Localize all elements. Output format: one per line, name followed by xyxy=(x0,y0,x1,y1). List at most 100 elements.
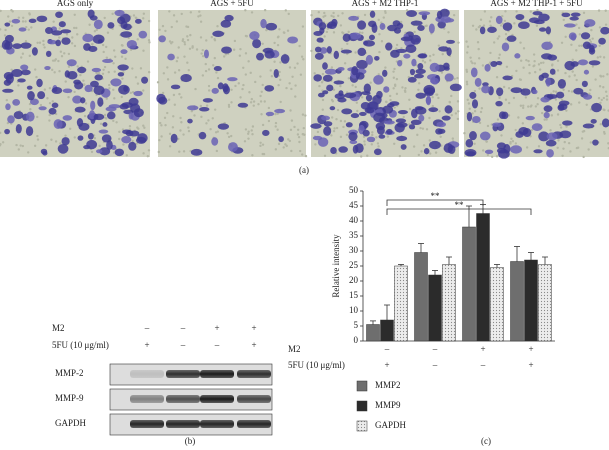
cell xyxy=(128,97,139,106)
pore xyxy=(244,128,248,131)
pore xyxy=(587,148,590,151)
cell xyxy=(363,83,372,94)
pore xyxy=(332,11,335,15)
cell xyxy=(444,105,453,114)
image-title: AGS only xyxy=(57,0,94,8)
cell xyxy=(393,27,402,34)
pore xyxy=(59,142,62,145)
pore xyxy=(549,129,552,132)
pore xyxy=(318,84,321,88)
pore xyxy=(168,40,172,43)
pore xyxy=(0,131,2,135)
cell xyxy=(187,105,199,111)
cell xyxy=(93,19,103,30)
bar xyxy=(442,264,456,342)
bar xyxy=(428,274,442,342)
pore xyxy=(578,101,581,104)
pore xyxy=(172,14,176,17)
cell xyxy=(396,122,408,128)
cell xyxy=(545,77,551,87)
pore xyxy=(598,26,602,29)
pore xyxy=(216,25,219,28)
micrograph xyxy=(156,9,308,158)
pore xyxy=(125,154,128,157)
pore xyxy=(48,101,52,105)
pore xyxy=(52,20,55,23)
pore xyxy=(428,152,432,155)
pore xyxy=(17,84,20,87)
cell xyxy=(562,120,573,126)
pore xyxy=(249,71,252,75)
pore xyxy=(129,91,133,95)
pore xyxy=(378,50,381,54)
pore xyxy=(131,67,134,70)
image-background xyxy=(158,10,306,157)
pore xyxy=(343,62,347,65)
pore xyxy=(522,66,525,69)
pore xyxy=(230,88,233,91)
cell xyxy=(376,125,385,135)
pore xyxy=(58,70,61,73)
pore xyxy=(166,111,169,115)
pore xyxy=(28,12,31,15)
pore xyxy=(288,82,291,85)
pore xyxy=(200,115,203,119)
cell xyxy=(408,124,416,130)
pore xyxy=(503,19,507,23)
pore xyxy=(525,146,529,149)
pore xyxy=(355,101,359,104)
cell xyxy=(91,67,102,73)
pore xyxy=(402,115,405,119)
pore xyxy=(75,26,78,30)
pore xyxy=(425,24,428,27)
pore xyxy=(207,84,211,88)
pore xyxy=(17,16,21,19)
cell xyxy=(318,22,327,31)
micrograph xyxy=(310,8,462,158)
cell xyxy=(533,149,543,154)
pore xyxy=(177,46,180,49)
pore xyxy=(469,56,472,59)
cell xyxy=(349,140,358,145)
pore xyxy=(250,129,253,132)
cell xyxy=(525,115,535,121)
pore xyxy=(282,146,285,149)
pore xyxy=(287,138,290,141)
pore xyxy=(337,14,340,17)
pore xyxy=(417,153,421,157)
pore xyxy=(339,119,343,123)
pore xyxy=(313,72,316,75)
cell xyxy=(390,49,400,58)
pore xyxy=(363,140,366,143)
pore xyxy=(120,55,124,58)
pore xyxy=(539,61,543,65)
pore xyxy=(500,134,503,137)
pore xyxy=(244,9,247,12)
pore xyxy=(522,104,525,107)
pore xyxy=(362,135,366,138)
cell xyxy=(592,139,599,146)
pore xyxy=(535,24,539,27)
pore xyxy=(34,68,37,71)
micrographs: AGS only AGS + 5FU AGS + M2 THP-1 AGS + M2 … xyxy=(0,0,609,159)
pore xyxy=(147,70,151,74)
pore xyxy=(332,129,336,133)
pore xyxy=(489,24,492,27)
pore xyxy=(51,59,55,62)
pore xyxy=(147,149,151,152)
pore xyxy=(435,93,439,96)
pore xyxy=(186,35,189,38)
cell xyxy=(5,103,11,111)
pore xyxy=(108,87,111,90)
pore xyxy=(284,143,287,146)
pore xyxy=(278,70,281,74)
cell xyxy=(29,98,39,106)
pore xyxy=(73,90,76,94)
cell xyxy=(414,73,424,79)
condition-sign: + xyxy=(251,340,256,350)
pore xyxy=(452,13,456,17)
pore xyxy=(36,138,40,141)
pore xyxy=(179,116,182,120)
pore xyxy=(603,108,606,112)
condition-sign: + xyxy=(528,360,533,370)
